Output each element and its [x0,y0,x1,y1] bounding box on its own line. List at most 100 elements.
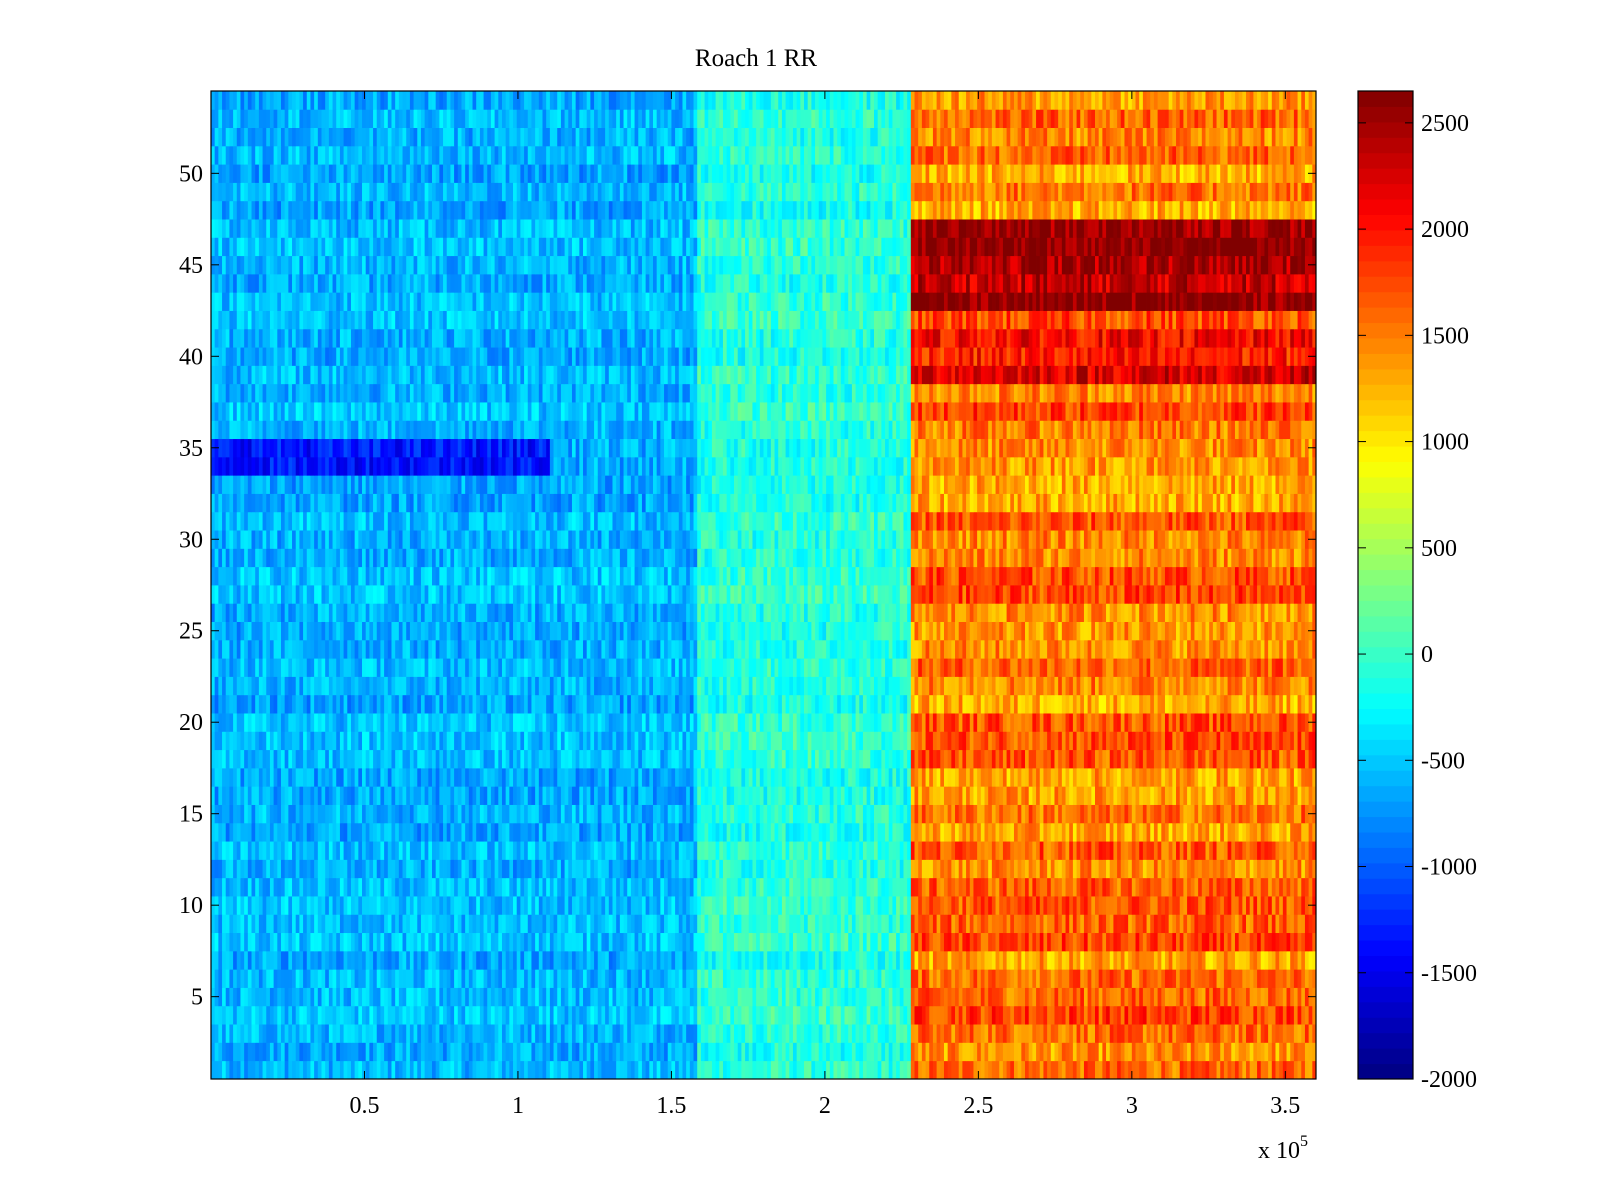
heatmap-cell [571,859,577,879]
heatmap-cell [1183,1024,1188,1043]
heatmap-cell [1047,950,1052,970]
heatmap-cell [804,896,809,915]
heatmap-cell [804,767,809,787]
heatmap-cell [1146,786,1151,805]
heatmap-cell [288,969,293,988]
heatmap-cell [991,1060,996,1080]
heatmap-cell [800,1060,805,1080]
heatmap-cell [406,1042,411,1062]
heatmap-cell [1017,914,1022,934]
heatmap-cell [870,804,875,824]
heatmap-cell [678,841,683,860]
heatmap-cell [1227,914,1232,934]
heatmap-cell [925,1060,930,1080]
heatmap-cell [1304,896,1310,915]
heatmap-cell [616,914,621,934]
heatmap-cell [722,1005,728,1025]
heatmap-cell [365,969,370,988]
heatmap-cell [1098,1005,1103,1025]
heatmap-cell [1043,969,1048,988]
heatmap-cell [1069,1005,1074,1025]
heatmap-cell [350,822,356,842]
heatmap-cell [328,1005,333,1025]
heatmap-cell [586,822,591,842]
heatmap-cell [708,932,713,952]
heatmap-cell [306,1005,311,1025]
heatmap-cell [432,932,437,952]
heatmap-cell [524,804,529,824]
heatmap-cell [645,932,650,952]
heatmap-cell [303,914,308,934]
heatmap-cell [1212,822,1217,842]
heatmap-cell [1176,932,1181,952]
heatmap-cell [1117,987,1122,1007]
heatmap-cell [796,932,801,952]
heatmap-cell [1146,1060,1151,1080]
heatmap-cell [1142,1060,1147,1080]
heatmap-cell [899,1005,904,1025]
heatmap-cell [1264,786,1269,805]
heatmap-cell [557,786,562,805]
heatmap-cell [557,859,562,879]
heatmap-cell [645,767,650,787]
heatmap-cell [487,1060,492,1080]
heatmap-cell [483,987,488,1007]
heatmap-cell [708,767,713,787]
heatmap-cell [369,841,374,860]
heatmap-cell [1117,804,1122,824]
heatmap-cell [1304,822,1310,842]
heatmap-cell [583,1042,588,1062]
heatmap-cell [568,914,573,934]
heatmap-cell [218,1005,223,1025]
heatmap-cell [1205,1005,1210,1025]
heatmap-cell [538,859,543,879]
heatmap-cell [251,987,256,1007]
heatmap-cell [395,767,400,787]
heatmap-cell [1157,841,1162,860]
heatmap-cell [767,841,772,860]
heatmap-cell [999,896,1004,915]
heatmap-cell [947,877,952,897]
heatmap-cell [1142,859,1147,879]
heatmap-cell [586,859,591,879]
heatmap-cell [1157,859,1162,879]
heatmap-cell [862,969,868,988]
heatmap-cell [645,786,650,805]
heatmap-cell [1083,859,1089,879]
heatmap-cell [804,804,809,824]
heatmap-cell [1047,1024,1052,1043]
heatmap-cell [571,1060,577,1080]
heatmap-cell [527,804,532,824]
heatmap-cell [730,1060,735,1080]
heatmap-cell [597,1042,602,1062]
heatmap-cell [1135,969,1140,988]
heatmap-cell [1072,877,1077,897]
heatmap-cell [336,822,341,842]
heatmap-cell [1227,950,1232,970]
heatmap-cell [940,804,945,824]
heatmap-cell [435,969,440,988]
heatmap-cell [1106,1024,1111,1043]
heatmap-cell [708,987,713,1007]
heatmap-cell [940,969,945,988]
heatmap-cell [516,859,521,879]
heatmap-cell [229,914,234,934]
heatmap-cell [262,859,267,879]
heatmap-cell [594,1005,599,1025]
heatmap-cell [910,987,915,1007]
heatmap-cell [1257,841,1262,860]
heatmap-cell [376,859,381,879]
heatmap-cell [1249,841,1254,860]
heatmap-cell [1282,804,1287,824]
heatmap-cell [1002,786,1007,805]
heatmap-cell [288,841,293,860]
heatmap-cell [958,896,963,915]
heatmap-cell [1102,987,1107,1007]
heatmap-cell [1201,1042,1206,1062]
heatmap-cell [236,987,241,1007]
heatmap-cell [811,786,816,805]
heatmap-cell [350,877,356,897]
heatmap-cell [314,1060,319,1080]
heatmap-cell [1279,786,1284,805]
heatmap-cell [1242,786,1247,805]
